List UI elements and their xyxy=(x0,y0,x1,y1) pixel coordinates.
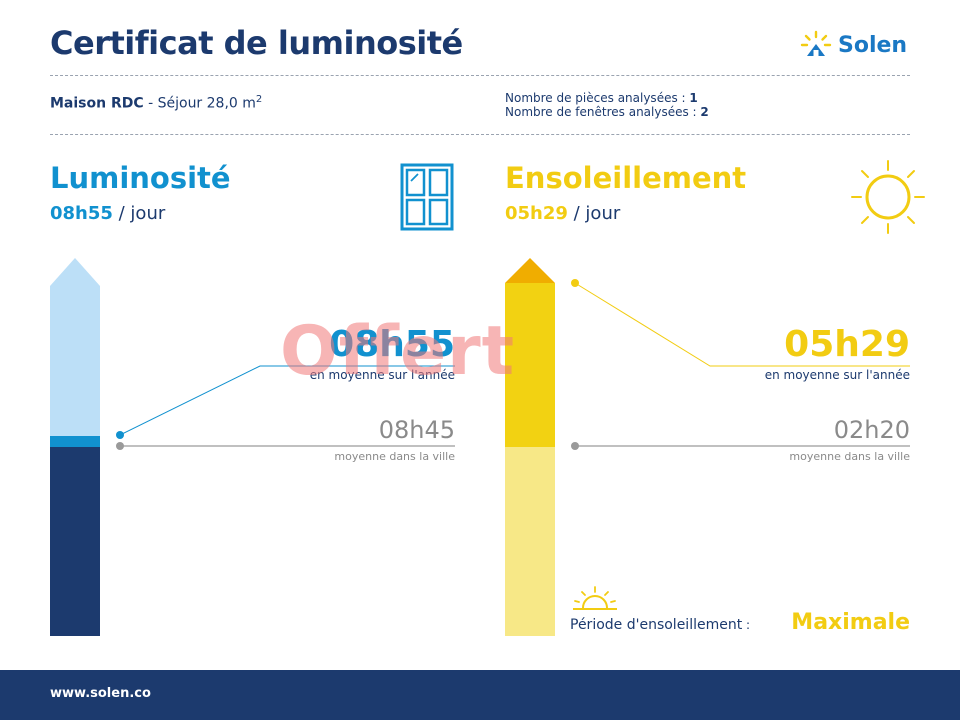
ensoleillement-bar-remaining xyxy=(505,447,555,636)
luminosite-big-value: 08h55 xyxy=(329,324,455,365)
logo-text: Solen xyxy=(838,32,908,58)
luminosite-big-caption: en moyenne sur l'année xyxy=(309,368,455,382)
divider-bottom xyxy=(50,134,910,135)
window-icon xyxy=(400,163,454,231)
sun-icon xyxy=(851,160,925,234)
solen-sun-house-icon xyxy=(800,30,832,56)
windows-label: Nombre de fenêtres analysées : xyxy=(505,105,701,119)
ensoleillement-big-caption: en moyenne sur l'année xyxy=(764,368,910,382)
divider-top xyxy=(50,75,910,76)
ensoleillement-connectors xyxy=(571,279,910,450)
luminosite-value-dot xyxy=(116,431,124,439)
ensoleillement-daily-value: 05h29 xyxy=(505,203,568,224)
ensoleillement-city-dot xyxy=(571,442,579,450)
ensoleillement-value-dot xyxy=(571,279,579,287)
luminosite-value-leader xyxy=(119,365,455,436)
luminosite-city-dot xyxy=(116,442,124,450)
luminosite-bar-fill xyxy=(50,447,100,636)
luminosite-bar-cap xyxy=(50,258,100,286)
luminosite-bar-remaining xyxy=(50,286,100,436)
property-name: Maison RDC xyxy=(50,95,144,112)
rooms-label: Nombre de pièces analysées : xyxy=(505,91,690,105)
sun-period-colon: : xyxy=(742,618,751,632)
footer-bar xyxy=(0,670,960,720)
solen-logo[interactable]: Solen xyxy=(800,30,907,60)
ensoleillement-city-value: 02h20 xyxy=(833,416,910,444)
luminosite-bar-marker xyxy=(50,436,100,447)
ensoleillement-bar-cap xyxy=(505,258,555,283)
room-description: - Séjour 28,0 m xyxy=(143,95,256,112)
luminosite-daily: 08h55 / jour xyxy=(50,203,165,224)
sun-period-label: Période d'ensoleillement : xyxy=(570,617,750,633)
sun-period-value: Maximale xyxy=(791,610,910,635)
ensoleillement-city-caption: moyenne dans la ville xyxy=(789,450,910,463)
rooms-count: 1 xyxy=(689,91,698,105)
luminosite-connectors xyxy=(116,365,455,450)
luminosite-daily-value: 08h55 xyxy=(50,203,113,224)
luminosite-bar xyxy=(50,258,100,636)
analysis-stats: Nombre de pièces analysées : 1 Nombre de… xyxy=(505,91,709,119)
sunset-icon xyxy=(573,586,617,610)
luminosite-city-caption: moyenne dans la ville xyxy=(334,450,455,463)
ensoleillement-per-day: / jour xyxy=(567,203,621,224)
page-title: Certificat de luminosité xyxy=(50,24,463,62)
ensoleillement-bar-fill xyxy=(505,283,555,447)
luminosite-city-value: 08h45 xyxy=(378,416,455,444)
ensoleillement-bar xyxy=(505,258,555,636)
luminosite-per-day: / jour xyxy=(112,203,166,224)
windows-count: 2 xyxy=(700,105,709,119)
ensoleillement-daily: 05h29 / jour xyxy=(505,203,620,224)
luminosite-title: Luminosité xyxy=(50,161,231,195)
footer-website-link[interactable]: www.solen.co xyxy=(50,686,151,701)
area-unit-sup: 2 xyxy=(255,94,263,105)
ensoleillement-big-value: 05h29 xyxy=(784,324,910,365)
property-line: Maison RDC - Séjour 28,0 m2 xyxy=(50,94,262,112)
ensoleillement-value-leader xyxy=(574,282,910,367)
ensoleillement-title: Ensoleillement xyxy=(505,161,747,195)
sun-period-text: Période d'ensoleillement xyxy=(570,617,743,633)
